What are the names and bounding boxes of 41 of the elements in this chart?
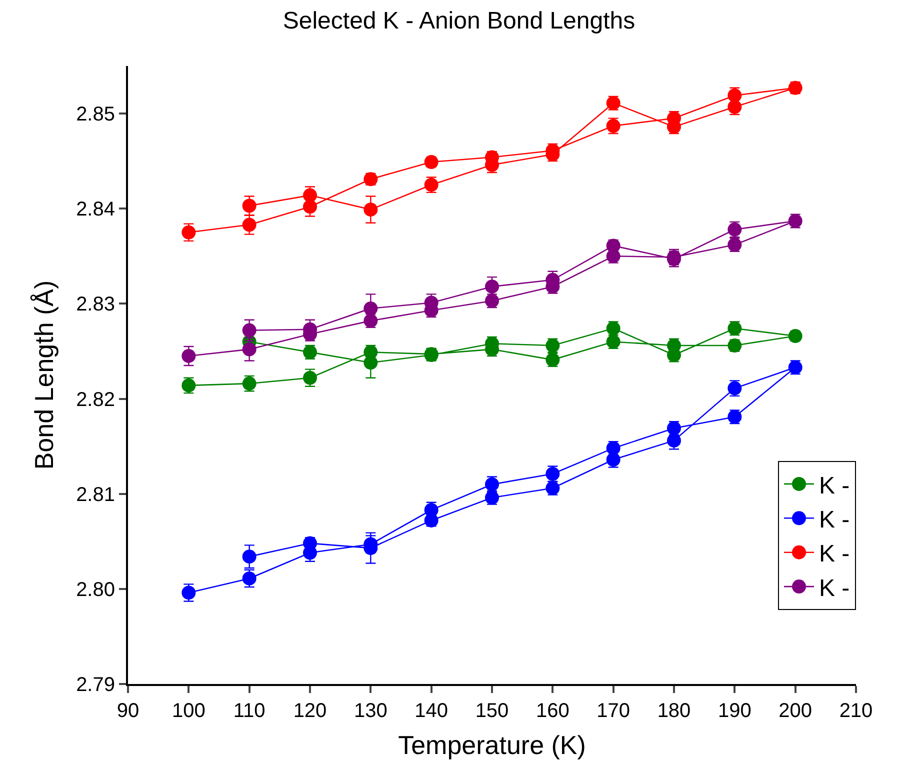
x-tick-label: 160 xyxy=(536,700,570,722)
y-tick-label: 2.82 xyxy=(76,388,115,411)
chart-title: Selected K - Anion Bond Lengths xyxy=(282,8,636,35)
legend-label: K - xyxy=(819,540,850,568)
point xyxy=(364,356,378,370)
x-tick-label: 140 xyxy=(414,700,448,722)
point xyxy=(242,198,256,213)
x-tick-label: 150 xyxy=(475,700,509,722)
x-tick-label: 90 xyxy=(116,700,140,722)
legend-label: K - xyxy=(819,574,850,602)
point xyxy=(485,280,499,294)
point xyxy=(364,202,378,217)
point xyxy=(242,323,256,338)
point xyxy=(242,571,256,586)
point xyxy=(182,225,196,240)
y-tick-label: 2.79 xyxy=(76,674,115,696)
x-tick-label: 130 xyxy=(354,700,388,722)
point xyxy=(242,550,256,564)
point xyxy=(242,342,256,356)
y-tick-label: 2.83 xyxy=(76,294,115,316)
point xyxy=(364,301,378,316)
x-tick-label: 180 xyxy=(657,700,691,722)
x-tick-label: 100 xyxy=(172,700,206,722)
x-tick-label: 110 xyxy=(233,700,266,722)
x-tick-label: 200 xyxy=(778,700,812,722)
point xyxy=(303,370,317,385)
y-axis-title: Bond Length (Å) xyxy=(28,280,59,470)
point xyxy=(242,218,256,232)
point xyxy=(667,434,681,448)
x-tick-label: 170 xyxy=(596,700,630,722)
legend-label: K - xyxy=(819,506,850,534)
point xyxy=(182,348,196,363)
legend-label: K - xyxy=(819,472,850,500)
x-tick-label: 210 xyxy=(839,700,873,722)
y-tick-label: 2.84 xyxy=(76,198,115,221)
y-tick-label: 2.80 xyxy=(76,578,115,601)
x-tick-label: 120 xyxy=(293,700,327,722)
y-tick-label: 2.81 xyxy=(76,484,115,506)
y-tick-label: 2.85 xyxy=(76,104,115,126)
x-axis-title: Temperature (K) xyxy=(398,730,586,760)
x-tick-label: 190 xyxy=(718,700,752,722)
